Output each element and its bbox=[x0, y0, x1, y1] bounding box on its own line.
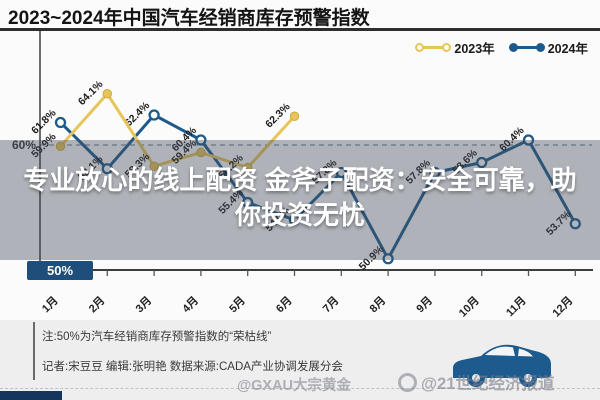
data-point-label: 61.8% bbox=[29, 107, 59, 137]
data-point bbox=[242, 196, 254, 209]
xtick-label: 5月 bbox=[227, 294, 248, 315]
ad-overlay-band bbox=[0, 140, 600, 260]
data-point bbox=[382, 253, 394, 265]
ad-overlay-text: 专业放心的线上配资 金斧子配资：安全可靠，助 你投资无忧 bbox=[0, 163, 600, 233]
watermark-right-text: @21世纪经济报道 bbox=[421, 375, 555, 393]
data-point bbox=[195, 134, 207, 146]
xtick-label: 1月 bbox=[39, 294, 60, 315]
xtick-label: 10月 bbox=[456, 294, 482, 320]
footnote-line1: 注:50%为汽车经销商库存预警指数的“荣枯线” bbox=[42, 331, 272, 343]
footnote-area: 注:50%为汽车经销商库存预警指数的“荣枯线” 记者:宋豆豆 编辑:张明艳 数据… bbox=[0, 320, 600, 400]
xtick-label: 4月 bbox=[180, 294, 201, 315]
data-point bbox=[288, 214, 301, 226]
xtick-label: 8月 bbox=[367, 294, 388, 315]
data-point bbox=[54, 116, 67, 129]
data-point-label: 64.1% bbox=[76, 78, 106, 108]
ytick-badge-50-label: 50% bbox=[47, 263, 73, 278]
data-point bbox=[196, 147, 206, 158]
car-icon bbox=[453, 344, 551, 387]
ad-overlay-line2: 你投资无忧 bbox=[234, 200, 365, 230]
xtick-label: 12月 bbox=[550, 294, 576, 320]
legend-label-2024: 2024年 bbox=[547, 42, 588, 56]
data-point-label: 62.3% bbox=[263, 100, 293, 130]
data-point bbox=[522, 134, 535, 146]
series-line-2023年 bbox=[59, 113, 577, 261]
data-point bbox=[149, 161, 159, 171]
data-point bbox=[335, 166, 347, 179]
title-divider bbox=[0, 28, 600, 31]
page-title: 2023~2024年中国汽车经销商库存预警指数 bbox=[8, 8, 370, 29]
data-point bbox=[289, 111, 300, 121]
watermark-ring-icon bbox=[398, 372, 417, 392]
xtick-label: 9月 bbox=[414, 294, 435, 315]
bottom-left-bar bbox=[0, 391, 62, 400]
data-point bbox=[102, 89, 113, 99]
data-point bbox=[569, 218, 581, 230]
legend-item-2024: 2024年 bbox=[508, 38, 588, 57]
legend-swatch-2024-icon bbox=[508, 43, 545, 52]
ytick-badge-50 bbox=[27, 261, 93, 280]
footnote-left-rule bbox=[33, 322, 35, 380]
data-point bbox=[476, 156, 488, 169]
watermark-right: @21世纪经济报道 bbox=[398, 370, 554, 394]
data-point bbox=[148, 109, 160, 121]
bottom-dashed-divider bbox=[0, 388, 600, 389]
xtick-label: 2月 bbox=[86, 294, 107, 315]
series-line-2024年 bbox=[59, 92, 296, 169]
xtick-label: 6月 bbox=[273, 294, 294, 315]
legend-item-2023: 2023年 bbox=[415, 38, 495, 57]
ad-overlay-line1: 专业放心的线上配资 金斧子配资：安全可靠，助 bbox=[23, 165, 577, 195]
xtick-label: 7月 bbox=[320, 294, 341, 315]
data-point bbox=[429, 166, 441, 179]
legend-label-2023: 2023年 bbox=[454, 42, 495, 56]
data-point bbox=[243, 162, 253, 173]
watermark-left: @GXAU大宗黄金 bbox=[237, 378, 352, 394]
data-point bbox=[101, 163, 113, 175]
xtick-label: 11月 bbox=[503, 294, 528, 319]
chart-legend: 2023年 2024年 bbox=[415, 38, 588, 57]
ytick-label-60: 60% bbox=[12, 138, 36, 152]
data-point bbox=[55, 141, 66, 151]
xtick-label: 3月 bbox=[133, 294, 154, 315]
legend-swatch-2023-icon bbox=[415, 43, 452, 52]
footnote-line2: 记者:宋豆豆 编辑:张明艳 数据来源:CADA产业协调发展分会 bbox=[42, 361, 343, 373]
